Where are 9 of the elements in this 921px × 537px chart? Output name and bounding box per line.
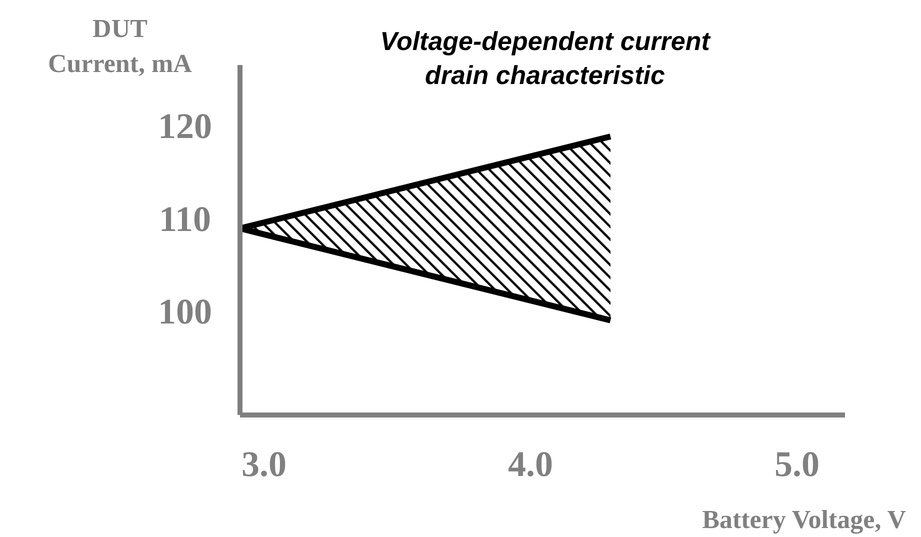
y-tick-label: 110 <box>158 198 212 239</box>
chart-title: Voltage-dependent current drain characteristic <box>380 26 712 90</box>
y-tick-label: 120 <box>158 106 212 146</box>
x-tick-label: 4.0 <box>508 444 554 484</box>
x-tick-label: 5.0 <box>774 444 820 484</box>
y-axis-title: DUT Current, mA <box>48 14 192 78</box>
x-tick-label: 3.0 <box>241 444 286 484</box>
x-axis-title: Battery Voltage, V <box>702 505 906 534</box>
y-tick-label: 100 <box>158 292 212 332</box>
